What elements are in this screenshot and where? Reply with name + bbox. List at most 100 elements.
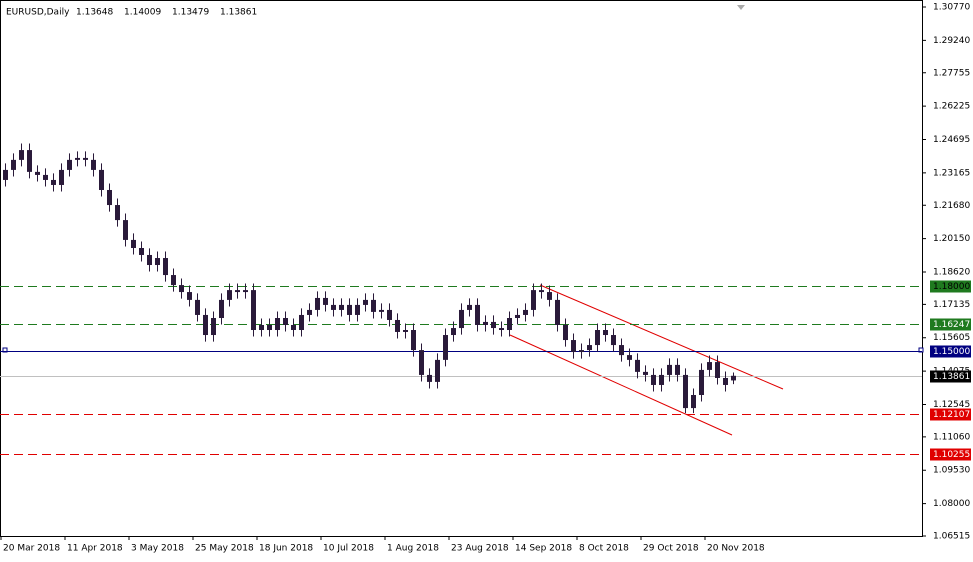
candle-body: [675, 364, 680, 375]
level-box: [930, 318, 971, 331]
x-tick-label: 11 Apr 2018: [67, 544, 123, 554]
candle-body: [651, 374, 656, 385]
candle-body: [731, 375, 736, 381]
scroll-marker: [737, 5, 745, 10]
candle-body: [435, 359, 440, 382]
y-tick-label: 1.12545: [933, 400, 970, 410]
y-tick-label: 1.23165: [933, 168, 970, 178]
y-tick-label: 1.17135: [933, 300, 970, 310]
candle-body: [211, 318, 216, 336]
candle-body: [267, 324, 272, 331]
candle-body: [187, 292, 192, 300]
candle-body: [715, 362, 720, 378]
candle-body: [467, 304, 472, 310]
y-tick-label: 1.21680: [933, 201, 970, 211]
candle-body: [379, 309, 384, 312]
candle-body: [35, 171, 40, 175]
candle-body: [635, 359, 640, 372]
candle-body: [323, 297, 328, 305]
x-tick-label: 25 May 2018: [195, 544, 254, 554]
candle-body: [331, 304, 336, 310]
candle-body: [443, 335, 448, 360]
level-label: 1.10255: [933, 450, 970, 460]
candle-body: [419, 350, 424, 375]
candle-body: [43, 174, 48, 180]
ohlc-readout: 1.13648 1.14009 1.13479 1.13861: [76, 8, 257, 18]
candle-body: [691, 394, 696, 409]
candle-body: [131, 239, 136, 248]
candle-body: [315, 297, 320, 310]
candle-body: [427, 374, 432, 382]
x-tick-label: 14 Sep 2018: [515, 544, 572, 554]
level-label: 1.18000: [933, 282, 970, 292]
candle-body: [243, 290, 248, 293]
candle-body: [699, 369, 704, 395]
candle-body: [291, 324, 296, 331]
candle-body: [195, 299, 200, 315]
level-box: [930, 448, 971, 461]
candle-body: [251, 290, 256, 331]
ohlc-value: 1.13479: [172, 8, 209, 18]
candle-body: [587, 345, 592, 351]
candle-body: [355, 304, 360, 315]
candle-body: [307, 309, 312, 315]
candle-body: [683, 374, 688, 409]
candle-body: [475, 304, 480, 325]
y-tick-label: 1.18620: [933, 267, 970, 277]
candle-body: [259, 324, 264, 331]
candle-body: [555, 299, 560, 325]
candle-body: [619, 345, 624, 356]
x-tick-label: 3 May 2018: [131, 544, 184, 554]
candle-body: [83, 157, 88, 160]
chart-title: EURUSD,Daily: [6, 8, 70, 18]
candle-body: [139, 247, 144, 255]
x-tick-label: 29 Oct 2018: [643, 544, 699, 554]
candle-body: [539, 290, 544, 293]
x-tick-label: 18 Jun 2018: [259, 544, 313, 554]
candle-body: [163, 258, 168, 276]
level-box: [930, 345, 971, 358]
candle-body: [147, 254, 152, 266]
candle-body: [27, 150, 32, 172]
candle-body: [363, 299, 368, 305]
candle-body: [371, 299, 376, 312]
ohlc-value: 1.13648: [76, 8, 113, 18]
plot-frame: [0, 0, 923, 537]
candle-body: [595, 330, 600, 346]
candle-body: [99, 169, 104, 190]
candle-body: [707, 362, 712, 370]
candle-body: [75, 157, 80, 160]
x-tick-label: 10 Jul 2018: [323, 544, 374, 554]
candle-body: [499, 328, 504, 331]
y-tick-label: 1.15605: [933, 333, 970, 343]
y-tick-label: 1.11060: [933, 432, 970, 442]
candle-body: [283, 318, 288, 325]
y-tick-label: 1.24695: [933, 135, 970, 145]
candle-body: [571, 340, 576, 353]
candle-body: [515, 314, 520, 319]
candle-body: [115, 205, 120, 221]
candle-body: [723, 377, 728, 385]
candle-body: [179, 285, 184, 293]
y-tick-label: 1.09530: [933, 466, 970, 476]
candle-body: [411, 330, 416, 351]
candle-body: [451, 328, 456, 336]
candle-body: [563, 324, 568, 341]
x-tick-label: 20 Mar 2018: [3, 544, 60, 554]
candle-body: [547, 292, 552, 300]
x-tick-label: 23 Aug 2018: [451, 544, 509, 554]
level-label: 1.13861: [933, 372, 970, 382]
x-tick-label: 8 Oct 2018: [579, 544, 629, 554]
candle-body: [523, 309, 528, 315]
candle-body: [275, 318, 280, 331]
level-box: [930, 280, 971, 293]
candle-body: [171, 275, 176, 286]
candle-body: [643, 371, 648, 375]
candle-body: [627, 355, 632, 360]
y-tick-label: 1.06515: [933, 532, 970, 542]
candle-body: [203, 314, 208, 336]
candle-body: [603, 330, 608, 336]
candle-body: [459, 309, 464, 329]
ohlc-value: 1.14009: [124, 8, 161, 18]
